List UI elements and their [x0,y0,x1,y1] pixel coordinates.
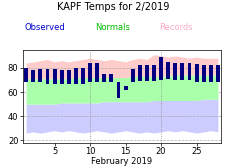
Bar [31,70,35,82]
Bar [109,74,113,82]
Bar [52,69,56,84]
Bar [173,63,176,80]
Bar [137,66,141,81]
Bar [180,63,184,80]
Bar [187,63,191,80]
Bar [102,74,106,82]
Bar [24,68,28,82]
Bar [95,63,99,82]
Bar [215,66,219,82]
Bar [144,66,148,81]
Bar [67,70,70,84]
Bar [81,68,85,84]
Text: Records: Records [159,23,192,32]
Text: Observed: Observed [25,23,65,32]
Bar [166,62,169,79]
Bar [74,68,77,84]
Text: KAPF Temps for 2/2019: KAPF Temps for 2/2019 [56,2,169,12]
X-axis label: February 2019: February 2019 [91,157,152,166]
Bar [116,82,120,98]
Bar [208,66,212,82]
Bar [194,64,198,82]
Bar [38,69,42,82]
Bar [59,70,63,84]
Bar [158,57,162,80]
Bar [130,69,134,82]
Bar [88,63,92,82]
Bar [201,66,205,82]
Bar [151,66,155,81]
Bar [45,69,49,84]
Text: Normals: Normals [95,23,130,32]
Bar [123,86,127,90]
